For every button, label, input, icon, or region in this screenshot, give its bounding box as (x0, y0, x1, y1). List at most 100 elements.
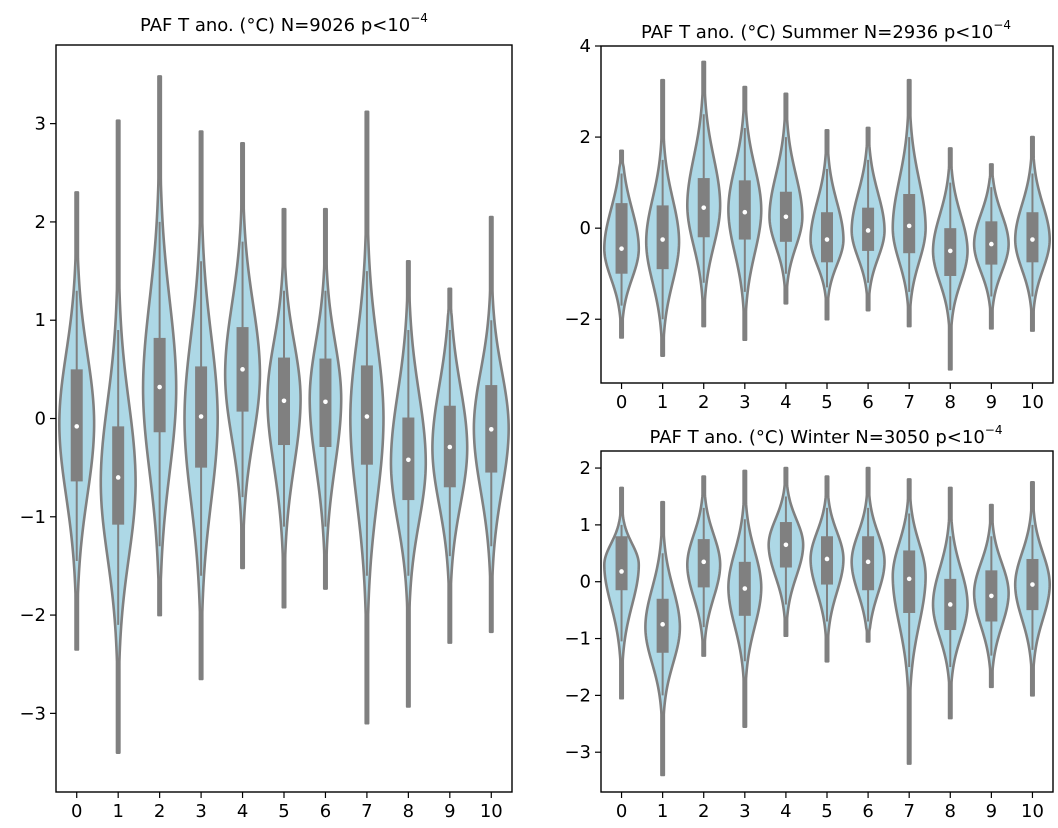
violin-9 (972, 503, 1010, 689)
x-tick-label: 2 (154, 801, 165, 822)
y-tick-label: −3 (19, 703, 46, 724)
x-tick-label: 1 (657, 801, 668, 822)
violin-median (865, 228, 871, 233)
x-tick-label: 4 (237, 801, 248, 822)
chart-title: PAF T ano. (°C) N=9026 p<10−4 (140, 11, 428, 36)
violin-median (1030, 237, 1035, 242)
y-tick-label: −2 (564, 309, 591, 330)
x-tick-label: 2 (698, 392, 709, 413)
violin-median (947, 602, 953, 607)
violin-median (619, 569, 624, 574)
y-tick-label: 4 (580, 36, 591, 57)
x-tick-label: 7 (903, 392, 914, 413)
violin-4 (768, 92, 804, 305)
violin-7 (891, 478, 927, 765)
y-tick-label: −2 (19, 605, 46, 626)
x-tick-label: 5 (278, 801, 289, 822)
violin-median (824, 237, 830, 242)
violin-7 (349, 110, 385, 725)
y-tick-label: 1 (580, 515, 591, 536)
violin-2 (141, 75, 178, 617)
violin-1 (644, 500, 682, 777)
violin-median (742, 586, 748, 591)
chart-panel-all: PAF T ano. (°C) N=9026 p<10−4 0 1 2 3 4 5 6 7 8 9… (19, 11, 513, 822)
violin-median (701, 559, 707, 565)
violin-box (615, 203, 628, 274)
violin-median (74, 424, 80, 429)
violin-median (906, 576, 912, 582)
chart-title: PAF T ano. (°C) Winter N=3050 p<10−4 (650, 423, 1003, 448)
violin-median (824, 556, 830, 562)
violin-median (783, 542, 789, 548)
x-tick-label: 3 (195, 801, 206, 822)
x-tick-label: 2 (698, 801, 709, 822)
y-tick-label: 1 (35, 310, 46, 331)
violin-median (742, 209, 748, 215)
plot-area (58, 75, 510, 754)
plot-area (602, 60, 1051, 371)
violin-median (281, 398, 287, 404)
violin-median (783, 214, 789, 220)
violin-median (1030, 582, 1035, 587)
x-tick-label: 3 (739, 392, 750, 413)
violin-median (115, 475, 121, 480)
violin-median (488, 427, 494, 432)
violin-median (947, 248, 953, 254)
x-tick-label: 6 (320, 801, 331, 822)
chart-panel-summer: PAF T ano. (°C) Summer N=2936 p<10−4 0 1 2… (564, 18, 1054, 413)
violin-8 (931, 486, 969, 720)
x-tick-label: 7 (361, 801, 372, 822)
x-tick-label: 1 (657, 392, 668, 413)
violin-box (903, 550, 916, 613)
x-tick-label: 7 (903, 801, 914, 822)
y-tick-label: 0 (35, 409, 46, 430)
violin-6 (850, 466, 886, 643)
x-tick-label: 10 (1021, 392, 1044, 413)
violin-0 (58, 191, 96, 651)
x-tick-label: 9 (986, 801, 997, 822)
violin-10 (472, 215, 510, 634)
chart-title: PAF T ano. (°C) Summer N=2936 p<10−4 (641, 18, 1011, 43)
x-tick-label: 0 (71, 801, 82, 822)
violin-0 (602, 149, 641, 339)
violin-3 (183, 130, 219, 681)
violin-5 (809, 475, 845, 663)
y-tick-label: −3 (564, 742, 591, 763)
violin-6 (308, 207, 343, 590)
x-tick-label: 4 (780, 801, 791, 822)
violin-median (660, 622, 665, 627)
x-tick-label: 0 (616, 392, 627, 413)
violin-box (615, 536, 628, 591)
violin-0 (602, 486, 641, 700)
violin-9 (972, 163, 1010, 330)
violin-median (660, 237, 665, 242)
x-tick-label: 8 (945, 392, 956, 413)
x-tick-label: 0 (616, 801, 627, 822)
x-tick-label: 5 (821, 801, 832, 822)
violin-4 (767, 466, 805, 638)
y-tick-label: −1 (564, 629, 591, 650)
y-tick-label: 2 (580, 127, 591, 148)
violin-median (619, 246, 624, 251)
violin-7 (891, 78, 927, 328)
violin-median (364, 414, 370, 419)
violin-6 (850, 126, 886, 312)
y-tick-label: −2 (564, 685, 591, 706)
violin-8 (931, 147, 969, 371)
y-tick-label: 2 (35, 212, 46, 233)
y-tick-label: 2 (580, 458, 591, 479)
violin-median (157, 384, 162, 390)
violin-2 (686, 475, 722, 657)
x-tick-label: 10 (480, 801, 503, 822)
x-tick-label: 4 (780, 392, 791, 413)
x-tick-label: 3 (739, 801, 750, 822)
violin-9 (431, 287, 469, 644)
violin-median (989, 241, 994, 247)
y-tick-label: 3 (35, 114, 46, 135)
violin-2 (685, 60, 722, 328)
violin-5 (809, 128, 845, 321)
violin-median (406, 457, 411, 463)
violin-median (447, 444, 453, 450)
violin-1 (99, 119, 137, 754)
